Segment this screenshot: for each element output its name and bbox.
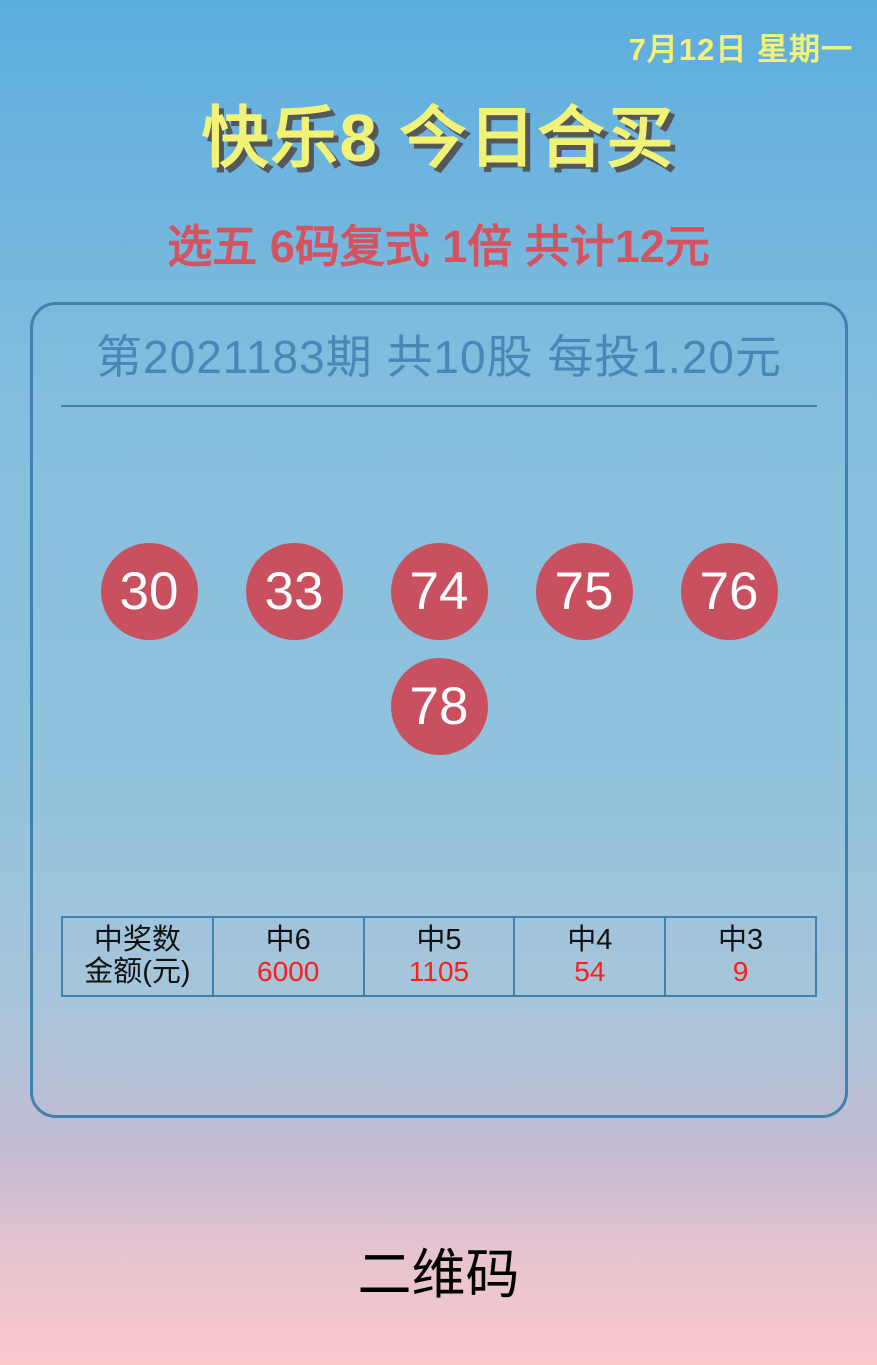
prize-row-label-bottom: 金额(元) (84, 956, 191, 988)
number-ball: 74 (390, 543, 488, 640)
draw-info-label: 第2021183期 共10股 每投1.20元 (96, 331, 782, 383)
number-ball: 78 (390, 658, 488, 755)
prize-amount: 54 (574, 956, 606, 987)
number-balls-row-2: 78 (33, 658, 845, 755)
prize-row-label-top: 中奖数 (93, 924, 181, 956)
page-title: 快乐8 今日合买 (201, 101, 676, 176)
number-ball: 76 (680, 543, 778, 640)
prize-amount: 1105 (408, 956, 470, 987)
date-label: 7月12日 星期一 (628, 32, 853, 67)
prize-column-match3: 中3 9 (664, 918, 815, 995)
prize-column-match5: 中5 1105 (362, 918, 514, 995)
number-ball: 33 (245, 543, 343, 640)
bet-summary-label: 选五 6码复式 1倍 共计12元 (167, 221, 710, 272)
prize-amount: 9 (732, 956, 749, 987)
header-divider (61, 405, 817, 407)
number-ball: 75 (535, 543, 633, 640)
prize-column-match6: 中6 6000 (211, 918, 363, 995)
prize-tier-label: 中5 (416, 924, 462, 956)
prize-amount: 6000 (257, 956, 320, 987)
number-balls-row-1: 30 33 74 75 76 (33, 543, 845, 640)
number-ball: 30 (100, 543, 198, 640)
prize-column-match4: 中4 54 (513, 918, 664, 995)
prize-table-label-column: 中奖数 金额(元) (63, 918, 212, 995)
prize-table: 中奖数 金额(元) 中6 6000 中5 1105 中4 54 中3 9 (61, 916, 817, 997)
prize-tier-label: 中3 (718, 924, 764, 956)
ticket-card: 第2021183期 共10股 每投1.20元 30 33 74 75 76 78… (30, 302, 848, 1118)
prize-tier-label: 中4 (567, 924, 613, 956)
prize-tier-label: 中6 (265, 924, 311, 956)
qr-code-label: 二维码 (357, 1245, 520, 1305)
